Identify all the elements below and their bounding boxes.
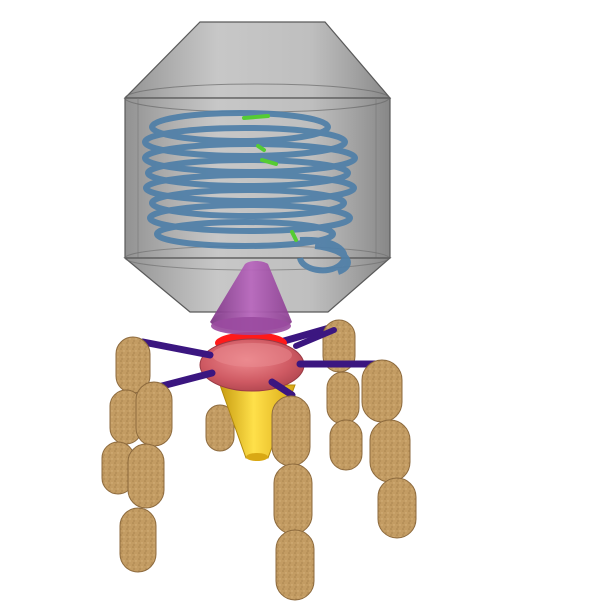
tail-fibers-front	[101, 327, 417, 601]
collar	[210, 261, 292, 335]
tail-fibers-back	[205, 319, 363, 471]
dna-coil	[142, 110, 358, 275]
baseplate-ring	[199, 338, 305, 392]
dna-marker	[242, 114, 298, 242]
